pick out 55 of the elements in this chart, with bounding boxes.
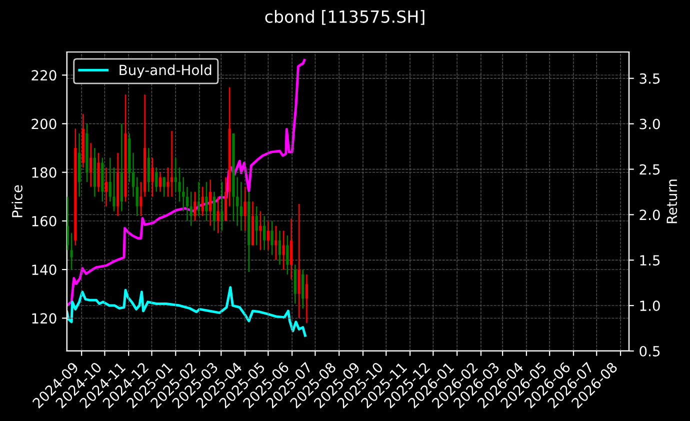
y2-tick-label: 1.0 [640,300,660,312]
line-series [66,286,306,337]
y2-tick-label: 0.5 [640,346,660,356]
candlestick [70,232,73,270]
candlestick [270,220,274,256]
candlestick [90,142,92,188]
candlestick [197,181,200,217]
candlestick [190,191,192,226]
legend-label: Buy-and-Hold [120,64,212,78]
y2-tick-label: 1.5 [640,255,660,266]
chart-title: cbond [113575.SH] [265,10,424,25]
y-tick-label: 160 [32,216,56,226]
candlestick [286,234,289,276]
candlestick [132,152,135,198]
candlestick [282,230,285,270]
candlestick [278,230,282,266]
y-tick-label: 180 [32,167,56,178]
candlestick [170,130,174,198]
candlestick [194,191,196,222]
candlestick [216,196,220,234]
candlestick [266,220,270,251]
candlestick [158,172,162,192]
line-series [66,58,306,307]
y2-tick-label: 3.5 [640,73,660,84]
candlestick [66,196,70,251]
y2-axis-title: Return [666,180,678,224]
y-tick-label: 140 [32,264,56,276]
y2-tick-label: 2.0 [640,210,660,220]
y2-tick-label: 2.5 [640,164,660,175]
candlestick [108,157,112,202]
y-axis-title: Price [12,185,22,218]
candlestick [151,157,154,198]
candlestick [255,206,258,246]
candlestick [166,166,170,198]
candlestick [162,176,166,198]
candlestick [140,181,142,217]
y-tick-label: 220 [32,70,56,81]
candlestick [201,186,204,217]
candlestick [305,274,308,324]
candlestick [104,166,108,207]
candlestick [209,178,212,226]
candlestick [136,176,138,217]
candlestick [155,166,158,192]
candlestick [240,181,242,232]
candlestick [263,215,266,251]
y-tick-label: 200 [32,118,56,130]
candlestick [205,181,208,222]
candlestick [174,157,177,192]
candlestick [186,186,189,222]
candlestick [259,210,262,251]
candlestick [244,186,246,232]
candlestick [112,166,116,212]
y-tick-label: 120 [32,313,56,324]
y2-tick-label: 3.0 [640,118,660,130]
candlestick [220,181,224,232]
